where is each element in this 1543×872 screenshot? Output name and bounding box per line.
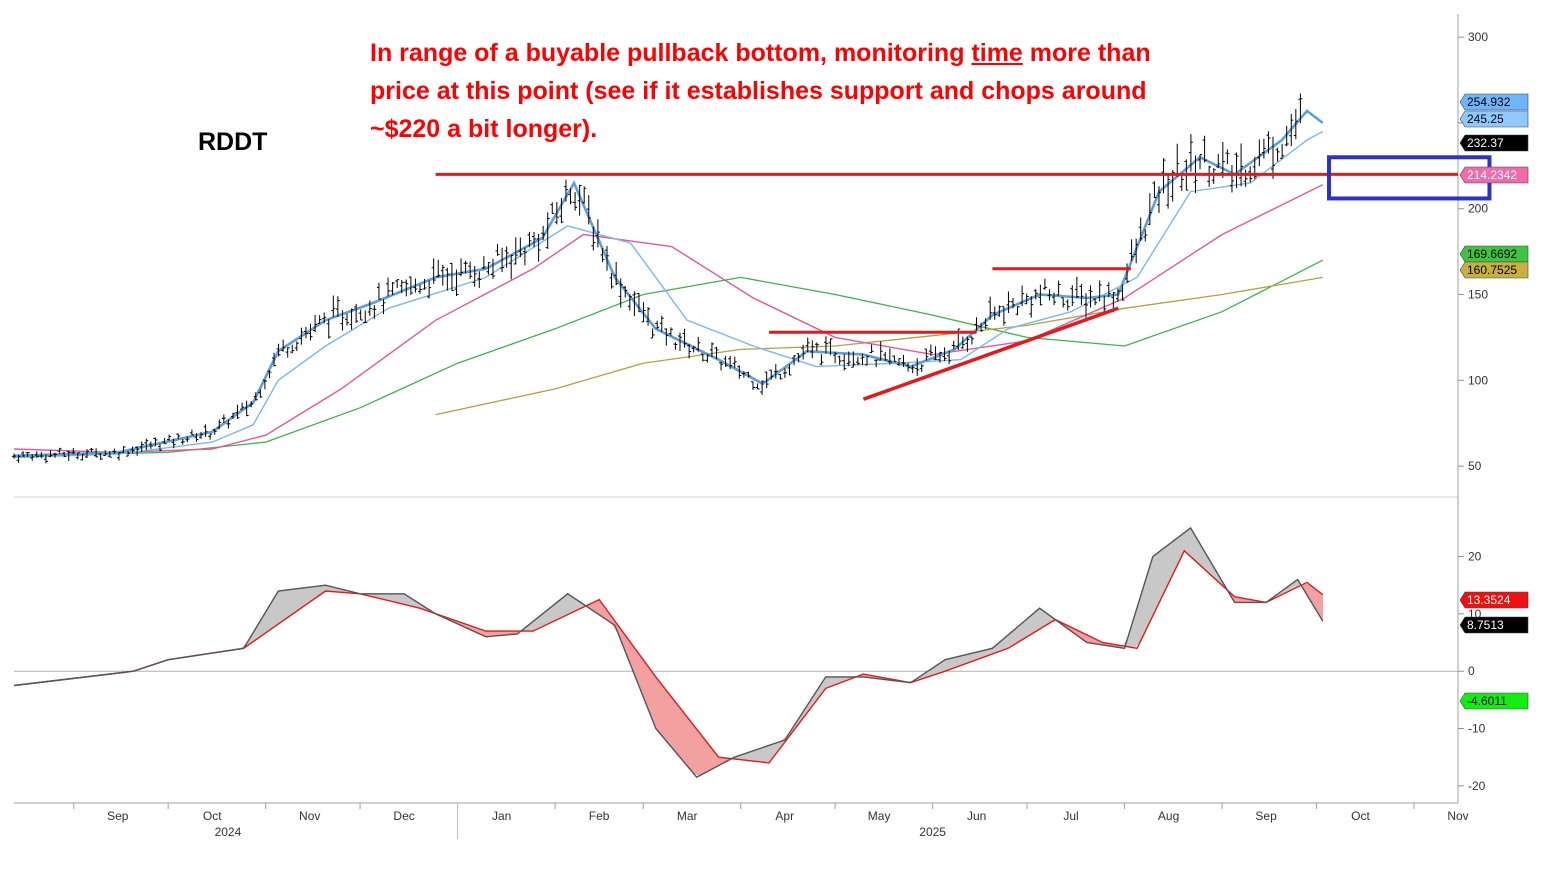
value-label-ma-green-badge — [1459, 245, 1529, 263]
x-tick-label: Aug — [1158, 809, 1179, 823]
x-tick-label: Sep — [107, 809, 129, 823]
value-label-osc-extra-badge — [1459, 692, 1529, 710]
osc-y-tick-label: -10 — [1468, 722, 1486, 736]
x-tick-label: Feb — [589, 809, 610, 823]
x-tick-label: Nov — [1447, 809, 1468, 823]
value-label-ma-green: 169.6692 — [1459, 245, 1529, 263]
chart-annotation: In range of a buyable pullback bottom, m… — [370, 34, 1200, 148]
year-label: 2025 — [919, 825, 946, 839]
value-label-osc-signal-badge — [1459, 591, 1529, 609]
price-y-tick-label: 300 — [1468, 30, 1488, 44]
value-label-ma-fast: 254.932 — [1459, 93, 1529, 111]
grid — [14, 14, 1459, 804]
x-tick-label: Jul — [1063, 809, 1078, 823]
x-tick-label: Mar — [677, 809, 698, 823]
x-tick-label: Nov — [299, 809, 320, 823]
year-label: 2024 — [215, 825, 242, 839]
moving-average-line — [13, 184, 1324, 454]
x-tick-label: Apr — [775, 809, 794, 823]
oscillator-fill — [762, 744, 770, 764]
value-label-ma-mid: 245.25 — [1459, 110, 1529, 128]
moving-average-line — [13, 130, 1324, 459]
value-label-osc-extra-text: -4.6011 — [1467, 694, 1507, 708]
oscillator-fill — [668, 692, 675, 752]
value-label-osc-extra: -4.6011 — [1459, 692, 1529, 710]
value-label-ma-mid-text: 245.25 — [1467, 112, 1504, 126]
x-tick-label: Oct — [1351, 809, 1370, 823]
oscillator-fill — [1133, 597, 1141, 649]
value-label-osc-main-text: 8.7513 — [1467, 618, 1504, 632]
osc-y-tick-label: 0 — [1468, 664, 1475, 678]
oscillator-fill — [680, 708, 688, 767]
value-label-osc-main: 8.7513 — [1459, 616, 1529, 634]
oscillator-fill — [686, 716, 694, 775]
value-label-ma-pink-badge — [1459, 166, 1529, 184]
chart-title: RDDT — [198, 128, 268, 156]
trendline — [862, 306, 1119, 401]
oscillator-fill — [674, 700, 682, 760]
x-tick-label: Oct — [203, 809, 222, 823]
value-label-last-price-text: 232.37 — [1467, 136, 1504, 150]
oscillator-main-line — [13, 526, 1324, 779]
oscillator-signal-line — [13, 549, 1324, 764]
price-y-tick-label: 150 — [1468, 288, 1488, 302]
moving-average-line — [435, 276, 1323, 416]
value-label-last-price-badge — [1459, 134, 1529, 152]
value-label-osc-signal: 13.3524 — [1459, 591, 1529, 609]
annotation-text-before: In range of a buyable pullback bottom, m… — [370, 39, 972, 67]
oscillator-fill — [630, 641, 638, 682]
x-tick-label: Sep — [1255, 809, 1277, 823]
price-y-tick-label: 100 — [1468, 373, 1488, 387]
annotation-text-after: more than price at this point (see if it… — [370, 39, 1151, 143]
oscillator-fill — [1158, 546, 1166, 603]
x-tick-label: May — [868, 809, 891, 823]
osc-y-tick-label: -20 — [1468, 779, 1486, 793]
value-label-ma-olive-text: 160.7525 — [1467, 263, 1517, 277]
value-label-ma-olive: 160.7525 — [1459, 261, 1529, 279]
value-label-ma-olive-badge — [1459, 261, 1529, 279]
x-tick-label: Dec — [393, 809, 414, 823]
annotation-underlined-word: time — [971, 39, 1023, 67]
oscillator-fill — [661, 684, 669, 745]
value-label-last-price: 232.37 — [1459, 134, 1529, 152]
value-label-ma-fast-badge — [1459, 93, 1529, 111]
value-label-ma-pink: 214.2342 — [1459, 166, 1529, 184]
oscillator-fill — [655, 676, 663, 737]
value-label-osc-main-badge — [1459, 616, 1529, 634]
value-label-osc-signal-text: 13.3524 — [1467, 593, 1511, 607]
price-y-tick-label: 200 — [1468, 202, 1488, 216]
oscillator-fill — [768, 742, 776, 764]
value-label-ma-fast-text: 254.932 — [1467, 95, 1511, 109]
value-label-ma-pink-text: 214.2342 — [1467, 168, 1517, 182]
price-y-tick-label: 50 — [1468, 459, 1482, 473]
value-label-ma-green-text: 169.6692 — [1467, 247, 1517, 261]
oscillator-fill — [277, 589, 285, 625]
x-tick-label: Jan — [492, 809, 511, 823]
x-tick-label: Jun — [967, 809, 986, 823]
osc-y-tick-label: 20 — [1468, 550, 1482, 564]
oscillator-panel — [13, 526, 1324, 779]
moving-average-line — [13, 259, 1323, 457]
value-label-ma-mid-badge — [1459, 110, 1529, 128]
